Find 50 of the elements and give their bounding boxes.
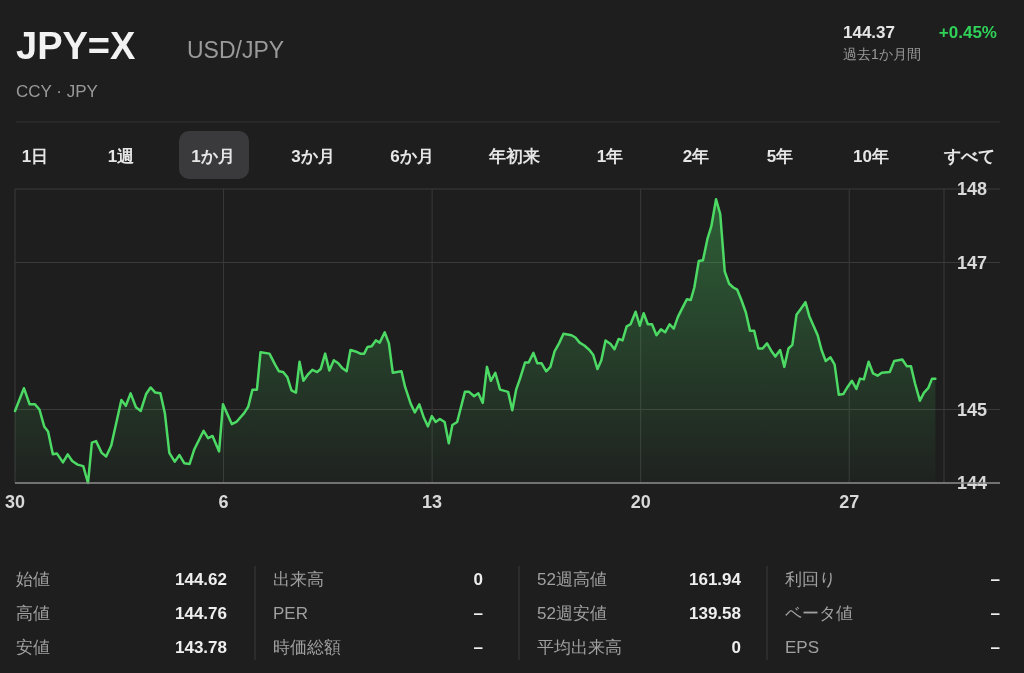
text: –	[473, 604, 483, 623]
text: 139.58	[689, 604, 741, 623]
text: 161.94	[689, 570, 742, 589]
text: 始値	[16, 570, 50, 589]
text: EPS	[785, 638, 820, 657]
text: 年初来	[487, 147, 540, 166]
text: 1か月	[191, 147, 235, 166]
x-tick-label: 6	[218, 492, 229, 512]
text: 時価総額	[273, 638, 341, 657]
y-tick-label: 148	[956, 179, 988, 199]
text: CCY · JPY	[16, 82, 98, 101]
text: 0	[473, 570, 483, 589]
text: –	[990, 604, 1000, 623]
text: –	[990, 570, 1000, 589]
text: PER	[273, 604, 308, 623]
text: 1年	[596, 147, 624, 166]
chart-subtitle: USD/JPY	[187, 37, 285, 63]
text: 144.76	[175, 604, 227, 623]
text: 1日	[21, 147, 49, 166]
text: 5年	[766, 147, 794, 166]
text: 安値	[16, 638, 50, 657]
text: +0.45%	[938, 23, 997, 42]
x-tick-label: 30	[4, 492, 26, 512]
x-tick-label: 13	[422, 492, 443, 512]
text: 高値	[16, 604, 50, 623]
text: 利回り	[785, 570, 836, 589]
text: 2年	[682, 147, 710, 166]
text: –	[473, 638, 483, 657]
text: 1週	[107, 147, 135, 166]
text: 144.37	[843, 23, 895, 42]
y-tick-label: 147	[956, 252, 988, 273]
text: すべて	[942, 147, 995, 166]
y-tick-label: 144	[956, 473, 988, 493]
text: 6か月	[390, 147, 434, 166]
text: 143.78	[175, 638, 227, 657]
text: 平均出来高	[537, 638, 622, 657]
text: 52週安値	[537, 604, 607, 623]
chart-title: JPY=X	[16, 25, 137, 67]
text: 過去1か月間	[843, 46, 921, 62]
text: 144.62	[175, 570, 227, 589]
text: 3か月	[291, 147, 335, 166]
x-tick-label: 20	[630, 492, 651, 512]
text: 出来高	[273, 570, 324, 589]
text: –	[990, 638, 1000, 657]
text: 10年	[853, 147, 889, 166]
text: ベータ値	[785, 604, 853, 623]
text: 0	[731, 638, 741, 657]
text: 52週高値	[537, 570, 607, 589]
x-tick-label: 27	[839, 492, 860, 512]
y-tick-label: 145	[956, 399, 988, 420]
